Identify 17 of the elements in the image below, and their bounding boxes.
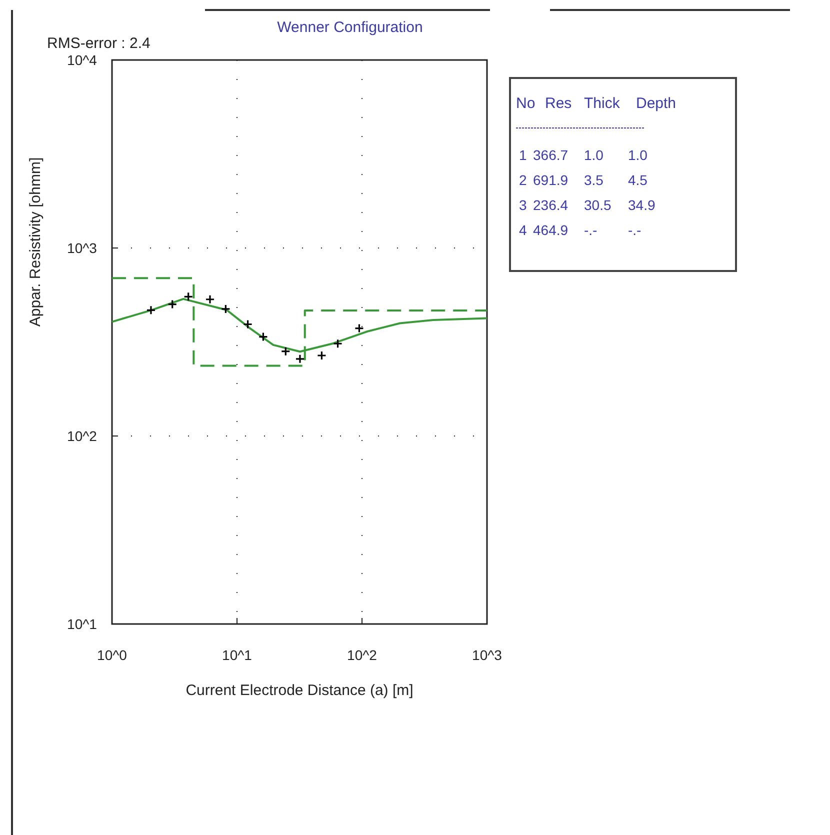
text: 1 366.7 1.0 1.0 xyxy=(519,147,648,163)
text: No Res Thick Depth xyxy=(516,95,676,112)
chart-title: Wenner Configuration xyxy=(277,19,423,36)
x-tick-label: 10^2 xyxy=(347,647,378,663)
x-axis-title: Current Electrode Distance (a) [m] xyxy=(186,682,414,699)
y-tick-label: 10^2 xyxy=(67,428,98,444)
x-tick-label: 10^0 xyxy=(97,647,128,663)
y-axis-title: Appar. Resistivity [ohmm] xyxy=(27,157,44,327)
y-tick-label: 10^1 xyxy=(67,616,98,632)
y-tick-label: 10^4 xyxy=(67,52,98,68)
text: 2 691.9 3.5 4.5 xyxy=(519,172,648,188)
x-tick-label: 10^3 xyxy=(472,647,502,663)
text: 4 464.9 -.- -.- xyxy=(519,222,642,238)
y-tick-label: 10^3 xyxy=(67,240,98,256)
text: RMS-error : 2.4 xyxy=(47,35,150,52)
x-tick-label: 10^1 xyxy=(222,647,252,663)
text: 3 236.4 30.5 34.9 xyxy=(519,197,656,213)
